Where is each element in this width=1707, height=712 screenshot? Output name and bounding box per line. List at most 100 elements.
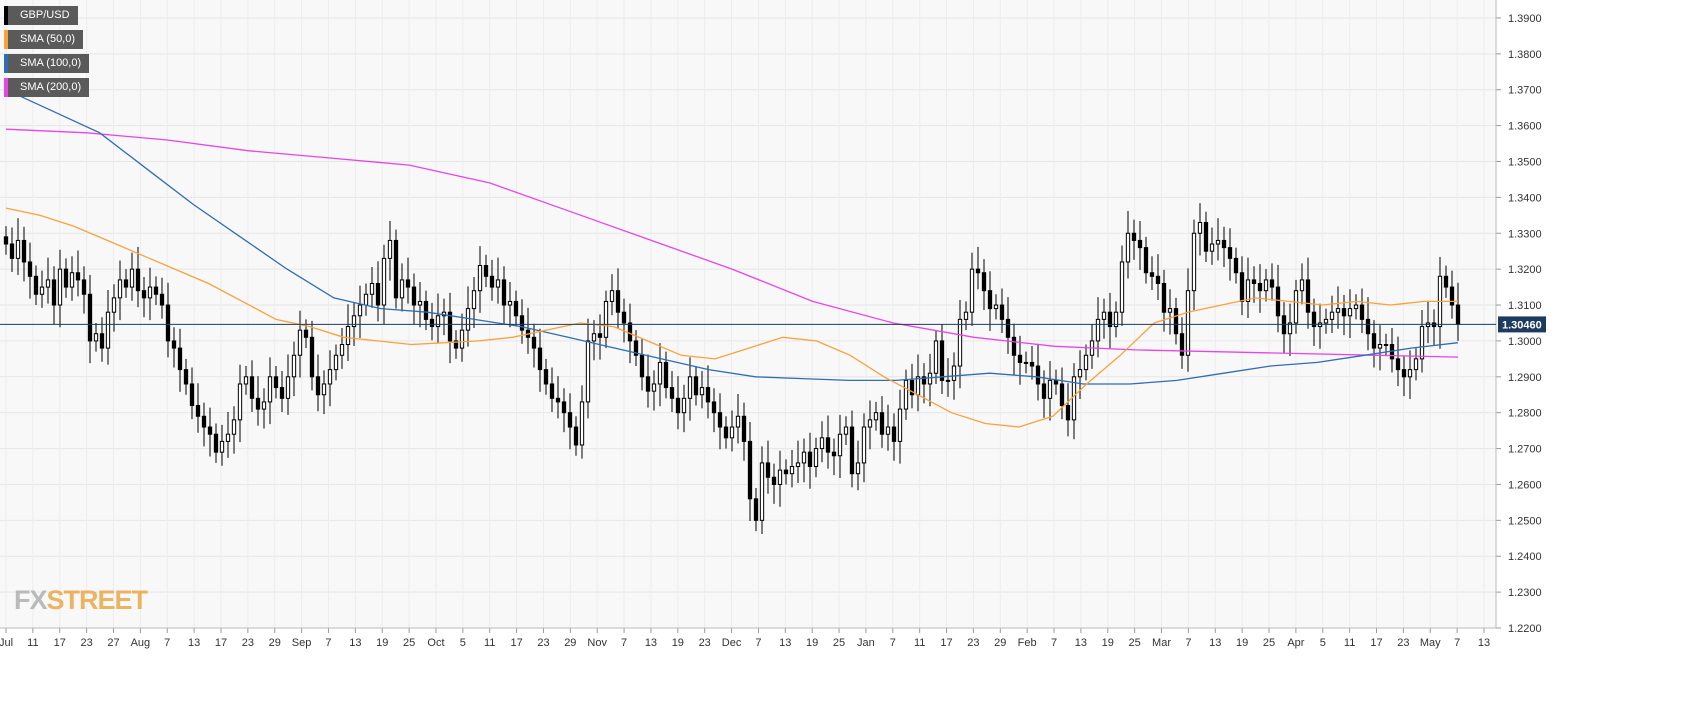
candle-body bbox=[1299, 279, 1305, 292]
candle-body bbox=[321, 383, 327, 396]
candle-body bbox=[1401, 369, 1407, 378]
candle-body bbox=[1287, 322, 1293, 335]
current-price-tag bbox=[1498, 316, 1546, 333]
x-tick-label: 25 bbox=[1263, 637, 1275, 649]
x-tick-label: 19 bbox=[1236, 637, 1248, 649]
candle-body bbox=[81, 279, 87, 295]
candle-body bbox=[219, 440, 225, 453]
candle-body bbox=[201, 415, 207, 428]
candle-body bbox=[597, 333, 603, 338]
candle-body bbox=[855, 462, 861, 475]
candle-body bbox=[873, 412, 879, 421]
candle-body bbox=[999, 304, 1005, 320]
candle-body bbox=[1095, 318, 1101, 342]
x-tick-label: 7 bbox=[1185, 637, 1191, 649]
candle-body bbox=[1275, 286, 1281, 317]
candle-body bbox=[1407, 369, 1413, 378]
candle-body bbox=[975, 268, 981, 274]
x-tick-label: Apr bbox=[1287, 637, 1304, 649]
x-tick-label: 7 bbox=[1454, 637, 1460, 649]
candle-body bbox=[435, 315, 441, 328]
candle-body bbox=[1371, 333, 1377, 349]
candle-body bbox=[735, 415, 741, 428]
candle-body bbox=[1227, 247, 1233, 259]
candle-body bbox=[417, 300, 423, 306]
candle-body bbox=[987, 290, 993, 310]
candle-body bbox=[783, 469, 789, 475]
candle-body bbox=[249, 376, 255, 399]
candle-body bbox=[585, 340, 591, 403]
candle-body bbox=[1221, 239, 1227, 249]
candle-body bbox=[867, 419, 873, 428]
candle-body bbox=[639, 354, 645, 378]
candle-body bbox=[1011, 336, 1017, 356]
candle-body bbox=[903, 379, 909, 410]
candle-body bbox=[1413, 358, 1419, 371]
candle-body bbox=[609, 290, 615, 302]
candle-body bbox=[729, 426, 735, 439]
candle-body bbox=[1455, 304, 1461, 325]
candle-body bbox=[1233, 257, 1239, 274]
candle-body bbox=[675, 397, 681, 414]
candle-body bbox=[1443, 275, 1449, 288]
x-tick-label: 19 bbox=[1102, 637, 1114, 649]
candle-body bbox=[1161, 282, 1167, 313]
candle-body bbox=[309, 336, 315, 378]
candle-body bbox=[723, 426, 729, 439]
x-tick-label: 17 bbox=[54, 637, 66, 649]
y-tick-label: 1.3700 bbox=[1508, 85, 1542, 97]
candle-body bbox=[1131, 232, 1137, 241]
y-tick-label: 1.2900 bbox=[1508, 372, 1542, 384]
candle-body bbox=[1347, 308, 1353, 317]
candle-body bbox=[297, 329, 303, 356]
sma100-line bbox=[5, 89, 1459, 385]
candle-body bbox=[51, 279, 57, 306]
x-tick-label: 11 bbox=[914, 637, 925, 649]
candle-body bbox=[315, 376, 321, 396]
candle-body bbox=[501, 279, 507, 306]
candle-body bbox=[1005, 318, 1011, 338]
candle-body bbox=[705, 387, 711, 403]
candle-body bbox=[447, 311, 453, 342]
candle-body bbox=[165, 304, 171, 342]
x-tick-label: 11 bbox=[27, 637, 38, 649]
candle-body bbox=[759, 462, 765, 521]
candle-body bbox=[567, 412, 573, 428]
candle-body bbox=[213, 433, 219, 453]
candle-body bbox=[831, 451, 837, 457]
candle-body bbox=[537, 347, 543, 371]
x-tick-label: 23 bbox=[1397, 637, 1409, 649]
candle-body bbox=[807, 451, 813, 468]
candle-body bbox=[3, 236, 9, 245]
sma200-line bbox=[5, 128, 1459, 358]
candle-body bbox=[345, 326, 351, 346]
candle-body bbox=[75, 272, 81, 281]
candle-body bbox=[939, 340, 945, 381]
candle-body bbox=[1149, 272, 1155, 277]
candle-body bbox=[381, 257, 387, 306]
candle-body bbox=[801, 451, 807, 464]
candle-body bbox=[1035, 365, 1041, 385]
x-tick-label: 13 bbox=[1075, 637, 1087, 649]
candle-body bbox=[1449, 286, 1455, 306]
x-tick-label: 13 bbox=[188, 637, 200, 649]
candle-body bbox=[549, 383, 555, 399]
candle-body bbox=[891, 426, 897, 442]
candle-body bbox=[621, 311, 627, 324]
candle-body bbox=[819, 437, 825, 450]
candle-body bbox=[363, 293, 369, 306]
candle-body bbox=[771, 476, 777, 485]
candle-body bbox=[1167, 308, 1173, 313]
x-tick-label: 23 bbox=[537, 637, 549, 649]
candle-body bbox=[1377, 344, 1383, 349]
candle-body bbox=[189, 383, 195, 407]
y-tick-label: 1.2200 bbox=[1508, 623, 1542, 635]
candle-body bbox=[279, 387, 285, 399]
candle-body bbox=[789, 466, 795, 475]
candle-body bbox=[273, 376, 279, 389]
candle-body bbox=[477, 265, 483, 292]
candle-body bbox=[411, 286, 417, 306]
candle-body bbox=[39, 286, 45, 295]
x-tick-label: 7 bbox=[755, 637, 761, 649]
candle-body bbox=[453, 340, 459, 349]
